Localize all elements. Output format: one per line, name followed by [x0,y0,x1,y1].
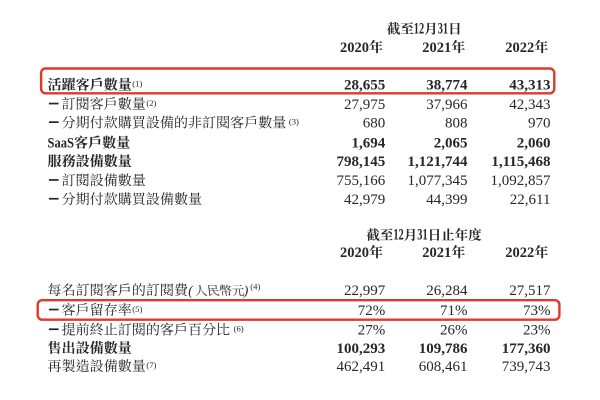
svg-text:(: ( [188,283,194,299]
svg-text:(6): (6) [234,324,244,334]
svg-text:2020: 2020 [340,40,369,56]
svg-text:23%: 23% [523,323,551,339]
svg-text:28,655: 28,655 [344,78,385,94]
svg-text:1,694: 1,694 [352,136,386,152]
svg-text:27%: 27% [358,323,386,339]
svg-text:71%: 71% [440,303,468,319]
svg-text:2020: 2020 [340,245,369,261]
svg-text:42,343: 42,343 [509,97,550,113]
svg-text:12: 12 [414,19,425,37]
svg-text:22,611: 22,611 [510,192,551,208]
svg-text:755,166: 755,166 [337,173,386,189]
svg-text:38,774: 38,774 [426,78,468,94]
svg-text:(2): (2) [146,98,156,108]
svg-text:680: 680 [363,115,386,131]
svg-text:(4): (4) [250,281,260,291]
svg-text:22,997: 22,997 [344,283,386,299]
svg-text:2,065: 2,065 [434,136,468,152]
svg-text:970: 970 [528,115,551,131]
svg-text:27,517: 27,517 [509,283,551,299]
svg-text:608,461: 608,461 [419,359,468,375]
svg-text:109,786: 109,786 [419,341,468,357]
svg-text:(5): (5) [132,304,142,314]
svg-text:): ) [243,283,249,299]
svg-text:31: 31 [417,225,428,243]
svg-text:SaaS: SaaS [48,135,75,151]
svg-text:1,115,468: 1,115,468 [491,154,550,170]
svg-text:1,077,345: 1,077,345 [408,173,468,189]
svg-text:2022: 2022 [505,245,534,261]
svg-text:26,284: 26,284 [426,283,468,299]
svg-text:26%: 26% [440,323,468,339]
svg-text:(7): (7) [146,360,156,370]
svg-text:100,293: 100,293 [337,341,386,357]
svg-text:2021: 2021 [422,245,451,261]
svg-text:(3): (3) [289,117,299,127]
svg-text:2,060: 2,060 [517,136,551,152]
svg-text:44,399: 44,399 [426,192,467,208]
svg-text:2021: 2021 [422,40,451,56]
svg-text:798,145: 798,145 [337,154,386,170]
svg-text:2022: 2022 [505,40,534,56]
svg-text:73%: 73% [523,303,551,319]
svg-text:462,491: 462,491 [337,359,386,375]
svg-text:808: 808 [445,115,468,131]
svg-text:43,313: 43,313 [509,78,550,94]
svg-text:1,121,744: 1,121,744 [408,154,469,170]
svg-text:(1): (1) [132,79,142,89]
svg-text:72%: 72% [358,303,386,319]
svg-text:37,966: 37,966 [426,97,468,113]
svg-text:1,092,857: 1,092,857 [491,173,552,189]
svg-text:27,975: 27,975 [344,97,385,113]
svg-text:177,360: 177,360 [502,341,551,357]
svg-text:42,979: 42,979 [344,192,385,208]
svg-text:31: 31 [438,19,449,37]
svg-text:739,743: 739,743 [502,359,551,375]
svg-text:12: 12 [393,225,404,243]
